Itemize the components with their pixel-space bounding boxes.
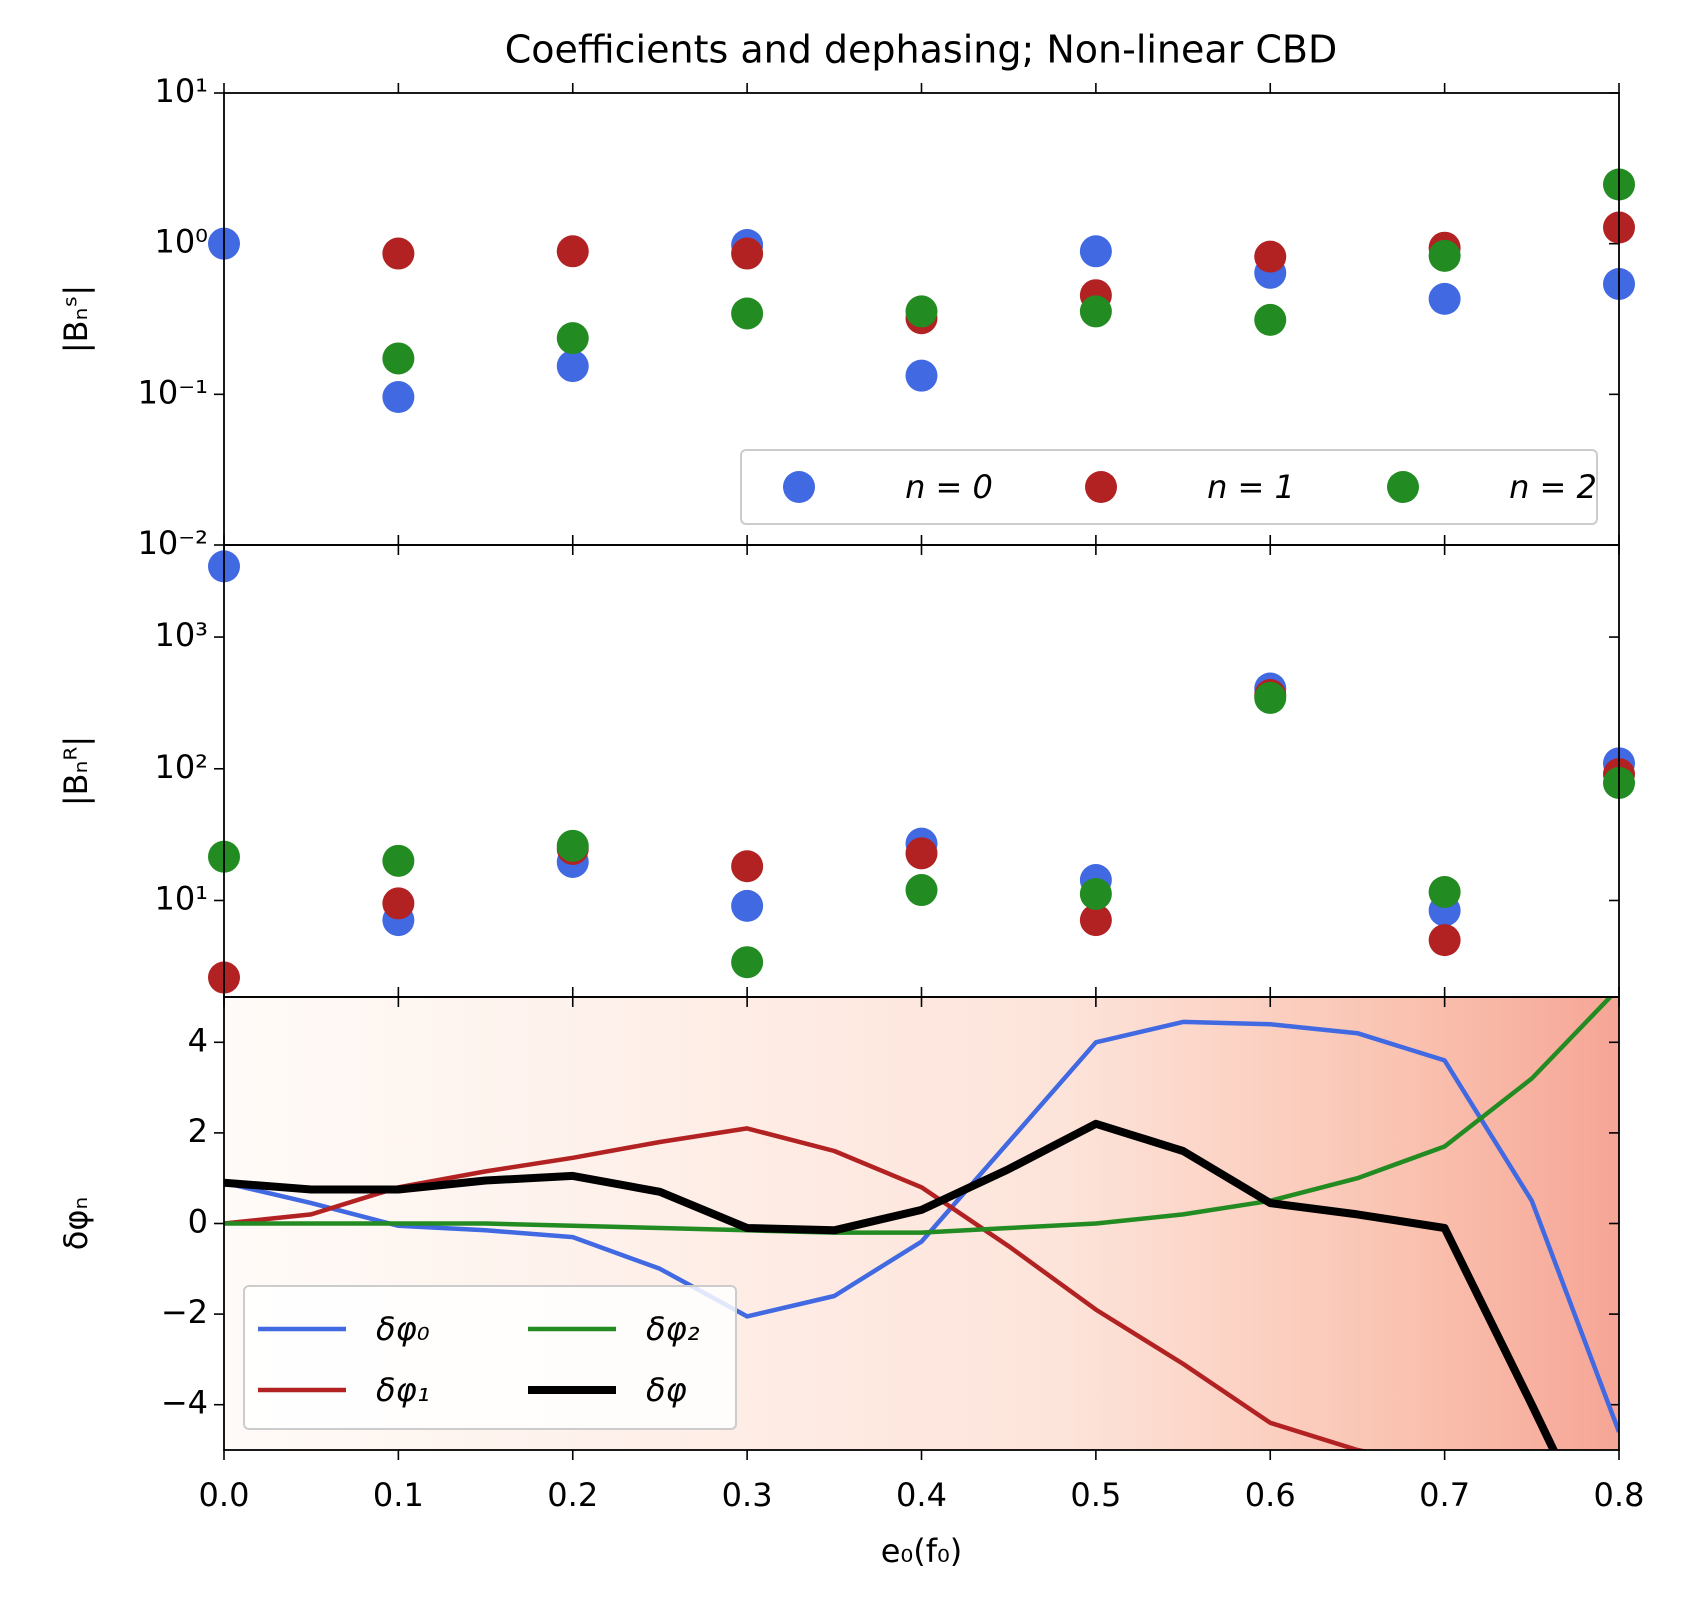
marker — [731, 850, 764, 883]
legend-label: δφ — [646, 1371, 687, 1409]
y-tick-label: 0 — [188, 1203, 208, 1241]
y-tick-label: 4 — [188, 1021, 208, 1059]
line — [224, 1019, 1619, 1433]
y-tick-label: −4 — [161, 1384, 208, 1422]
legend-marker — [783, 471, 815, 503]
marker — [731, 889, 764, 922]
x-axis-label: e₀(f₀) — [881, 1532, 963, 1570]
marker — [1079, 235, 1112, 268]
marker — [556, 322, 589, 355]
y-axis-label: |Bₙᴿ| — [57, 736, 95, 806]
legend-label: δφ₂ — [646, 1310, 700, 1348]
marker — [731, 297, 764, 330]
marker — [731, 946, 764, 979]
x-tick-label: 0.0 — [199, 1476, 250, 1514]
marker — [905, 295, 938, 328]
marker — [905, 874, 938, 907]
x-tick-label: 0.3 — [722, 1476, 773, 1514]
legend-marker — [1387, 471, 1419, 503]
chart-title: Coefficients and dephasing; Non-linear C… — [505, 28, 1338, 72]
marker — [382, 844, 415, 877]
marker — [731, 237, 764, 270]
y-axis-label: |Bₙˢ| — [57, 285, 95, 353]
marker — [1428, 924, 1461, 957]
y-tick-label: 10³ — [154, 616, 208, 654]
y-tick-label: 10² — [154, 748, 208, 786]
legend-label: n = 2 — [1509, 468, 1597, 506]
x-tick-label: 0.2 — [547, 1476, 598, 1514]
line — [224, 1126, 1369, 1450]
marker — [382, 887, 415, 920]
legend-label: δφ₀ — [376, 1310, 430, 1348]
legend-label: n = 1 — [1207, 468, 1295, 506]
legend-label: n = 0 — [905, 468, 993, 506]
plot-area — [224, 997, 1619, 1450]
legend-label: δφ₁ — [376, 1371, 430, 1409]
x-tick-label: 0.6 — [1245, 1476, 1296, 1514]
marker — [1428, 875, 1461, 908]
marker — [382, 342, 415, 375]
y-tick-label: 10¹ — [154, 879, 208, 917]
marker — [905, 837, 938, 870]
line — [224, 1119, 1559, 1450]
y-axis-label: δφₙ — [57, 1197, 95, 1250]
marker — [1079, 877, 1112, 910]
marker — [1079, 904, 1112, 937]
x-tick-label: 0.5 — [1070, 1476, 1121, 1514]
axes-frame — [223, 996, 1620, 1451]
y-tick-label: 10⁻² — [138, 524, 208, 562]
marker — [556, 829, 589, 862]
marker — [556, 350, 589, 383]
x-tick-label: 0.7 — [1419, 1476, 1470, 1514]
legend-box — [740, 449, 1598, 525]
x-tick-label: 0.8 — [1594, 1476, 1645, 1514]
x-tick-label: 0.4 — [896, 1476, 947, 1514]
y-tick-label: 10⁻¹ — [138, 373, 208, 411]
marker — [1254, 303, 1287, 336]
line — [224, 997, 1614, 1235]
marker — [905, 359, 938, 392]
y-tick-label: 10¹ — [154, 72, 208, 110]
axes-frame — [223, 544, 1620, 998]
y-tick-label: 10⁰ — [154, 223, 208, 261]
marker — [1079, 295, 1112, 328]
legend-marker — [1085, 471, 1117, 503]
marker — [1428, 239, 1461, 272]
marker — [556, 235, 589, 268]
marker — [1428, 282, 1461, 315]
y-tick-label: −2 — [161, 1293, 208, 1331]
marker — [382, 237, 415, 270]
marker — [382, 381, 415, 414]
x-tick-label: 0.1 — [373, 1476, 424, 1514]
marker — [1254, 240, 1287, 273]
y-tick-label: 2 — [188, 1112, 208, 1150]
marker — [1254, 681, 1287, 714]
